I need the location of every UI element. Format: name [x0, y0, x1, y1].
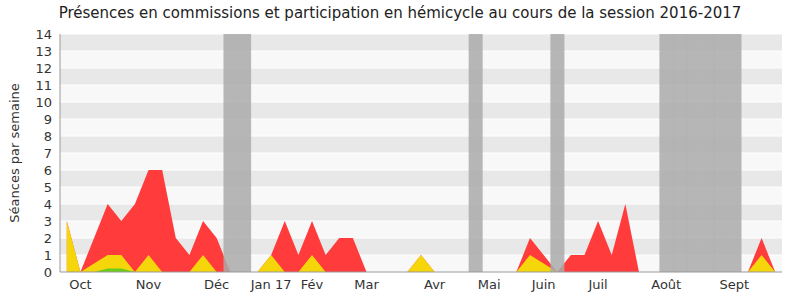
- svg-text:8: 8: [44, 129, 52, 144]
- svg-text:Séances par semaine: Séances par semaine: [8, 83, 22, 222]
- svg-text:9: 9: [44, 112, 52, 127]
- svg-text:1: 1: [44, 248, 52, 263]
- svg-text:Avr: Avr: [424, 277, 446, 292]
- svg-text:2: 2: [44, 231, 52, 246]
- svg-text:13: 13: [35, 44, 52, 59]
- svg-text:Mar: Mar: [354, 277, 379, 292]
- svg-text:Juil: Juil: [587, 277, 607, 292]
- svg-text:12: 12: [35, 61, 52, 76]
- svg-text:Juin: Juin: [531, 277, 556, 292]
- svg-text:14: 14: [35, 27, 52, 42]
- svg-text:3: 3: [44, 214, 52, 229]
- svg-text:Jan 17: Jan 17: [250, 277, 292, 292]
- svg-text:5: 5: [44, 180, 52, 195]
- svg-text:11: 11: [35, 78, 52, 93]
- svg-text:0: 0: [44, 265, 52, 280]
- svg-text:Fév: Fév: [301, 277, 324, 292]
- svg-text:Oct: Oct: [69, 277, 91, 292]
- svg-text:Sept: Sept: [720, 277, 750, 292]
- svg-text:Nov: Nov: [136, 277, 162, 292]
- svg-text:Mai: Mai: [478, 277, 501, 292]
- svg-text:6: 6: [44, 163, 52, 178]
- html-text:Présences en commissions et pa: Présences en commissions et participatio…: [58, 4, 742, 22]
- svg-text:7: 7: [44, 146, 52, 161]
- svg-text:Déc: Déc: [204, 277, 229, 292]
- svg-text:Août: Août: [651, 277, 681, 292]
- svg-text:10: 10: [35, 95, 52, 110]
- svg-text:4: 4: [44, 197, 52, 212]
